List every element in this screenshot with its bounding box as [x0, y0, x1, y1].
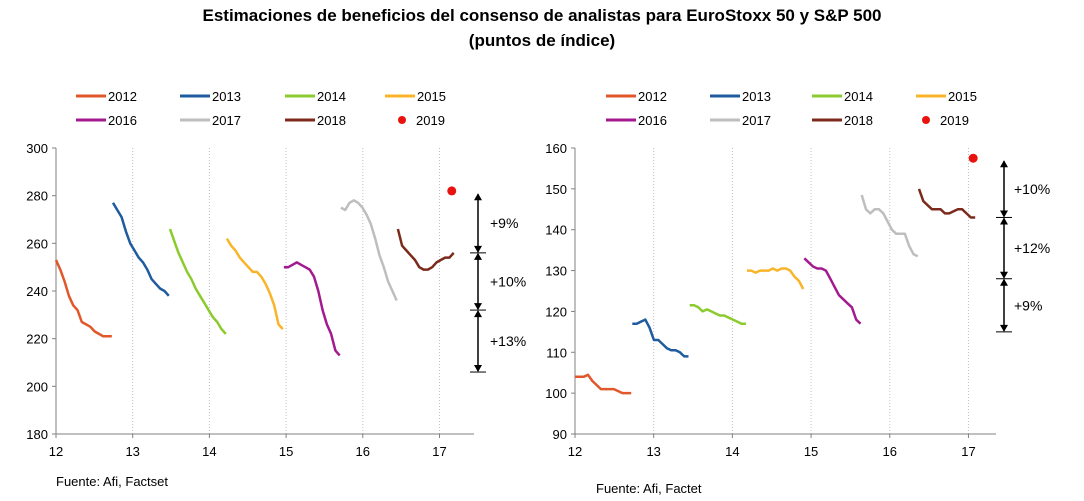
chart1-point-2019	[447, 186, 457, 196]
chart1-y-tick-label-280: 280	[26, 189, 48, 204]
chart2-legend-label-2012: 2012	[638, 89, 667, 104]
chart1-legend-label-2019: 2019	[416, 113, 445, 128]
chart1-legend-marker-2019	[398, 116, 406, 124]
chart2-series-line-2013	[632, 318, 689, 358]
chart1-legend-label-2015: 2015	[417, 89, 446, 104]
chart2-series-line-2012	[575, 373, 632, 395]
chart2-legend-label-2015: 2015	[948, 89, 977, 104]
chart2-x-tick-label-15: 15	[804, 444, 818, 459]
chart1-legend-label-2016: 2016	[108, 113, 137, 128]
chart1-x-tick-label-14: 14	[202, 444, 216, 459]
chart1-annotation-label-2: +13%	[490, 333, 526, 349]
chart1-y-tick-label-180: 180	[26, 427, 48, 442]
chart2-series-line-2014	[689, 304, 746, 325]
chart1-series-line-2017	[340, 199, 398, 302]
chart2-annotation-arrowhead-bottom-2	[1000, 324, 1008, 332]
chart1-legend-label-2018: 2018	[317, 113, 346, 128]
chart1-series-line-2014	[168, 228, 227, 335]
chart1-annotation-arrowhead-top-0	[474, 193, 482, 201]
chart1-annotation-arrowhead-bottom-0	[474, 245, 482, 253]
chart1-y-tick-label-200: 200	[26, 379, 48, 394]
chart1-annotation-label-1: +10%	[490, 273, 526, 289]
chart1-series-line-2018	[396, 228, 455, 271]
chart2-annotation-arrowhead-top-1	[1000, 217, 1008, 225]
chart2-legend-label-2013: 2013	[742, 89, 771, 104]
chart1-x-tick-label-12: 12	[49, 444, 63, 459]
chart1-annotation-arrowhead-bottom-2	[474, 365, 482, 373]
chart1-y-tick-label-240: 240	[26, 284, 48, 299]
chart-subtitle: (puntos de índice)	[468, 31, 616, 50]
chart2-series-line-2015	[747, 267, 805, 290]
chart1-legend-label-2012: 2012	[108, 89, 137, 104]
chart1-y-tick-label-300: 300	[26, 141, 48, 156]
chart2-annotation-arrowhead-top-2	[1000, 278, 1008, 286]
chart1-series-line-2013	[111, 202, 170, 297]
chart1-series-line-2016	[283, 261, 341, 357]
chart2-y-tick-label-110: 110	[546, 345, 567, 360]
chart2-series-line-2017	[860, 194, 919, 258]
chart2-annotation-arrowhead-bottom-1	[1000, 271, 1008, 279]
chart2-annotation-arrowhead-bottom-0	[1000, 210, 1008, 218]
chart2-x-tick-label-17: 17	[961, 444, 975, 459]
chart2-y-tick-label-150: 150	[545, 182, 567, 197]
chart1-annotation-arrowhead-top-2	[474, 310, 482, 318]
chart2-legend-marker-2019	[922, 116, 930, 124]
chart2-y-tick-label-100: 100	[545, 386, 567, 401]
chart1-x-tick-label-16: 16	[356, 444, 370, 459]
chart2-y-tick-label-120: 120	[545, 304, 567, 319]
source-note-right: Fuente: Afi, Factet	[596, 481, 702, 496]
chart2-x-tick-label-13: 13	[646, 444, 660, 459]
chart1-x-tick-label-13: 13	[125, 444, 139, 459]
chart1-y-tick-label-220: 220	[26, 332, 48, 347]
chart2-y-tick-label-130: 130	[545, 264, 567, 279]
chart2-x-tick-label-14: 14	[725, 444, 739, 459]
chart2-annotation-label-2: +9%	[1014, 297, 1042, 313]
chart2-x-tick-label-12: 12	[568, 444, 582, 459]
chart1-annotation-arrowhead-top-1	[474, 252, 482, 260]
chart2-series-line-2016	[803, 257, 862, 325]
source-note-left: Fuente: Afi, Factset	[56, 474, 168, 489]
chart1-legend-label-2013: 2013	[212, 89, 241, 104]
chart2-y-tick-label-90: 90	[553, 427, 567, 442]
chart-title: Estimaciones de beneficios del consenso …	[202, 6, 882, 25]
chart2-series-line-2018	[917, 188, 976, 219]
chart2-legend-label-2014: 2014	[844, 89, 873, 104]
chart1-legend-label-2017: 2017	[212, 113, 241, 128]
chart1-series-line-2012	[54, 259, 112, 338]
chart1-annotation-label-0: +9%	[490, 215, 518, 231]
chart2-y-tick-label-140: 140	[545, 223, 567, 238]
chart2-legend-label-2018: 2018	[844, 113, 873, 128]
chart2-legend-label-2016: 2016	[638, 113, 667, 128]
chart1-legend-label-2014: 2014	[317, 89, 346, 104]
chart2-annotation-arrowhead-top-0	[1000, 160, 1008, 168]
chart1-x-tick-label-17: 17	[432, 444, 446, 459]
chart2-legend-label-2017: 2017	[742, 113, 771, 128]
chart2-annotation-label-1: +12%	[1014, 240, 1050, 256]
chart1-y-tick-label-260: 260	[26, 236, 48, 251]
chart2-legend-label-2019: 2019	[940, 113, 969, 128]
chart1-x-tick-label-15: 15	[279, 444, 293, 459]
chart2-annotation-label-0: +10%	[1014, 181, 1050, 197]
chart1-annotation-arrowhead-bottom-1	[474, 303, 482, 311]
chart1-series-line-2015	[225, 237, 284, 330]
chart2-x-tick-label-16: 16	[883, 444, 897, 459]
chart2-point-2019	[968, 153, 978, 163]
chart2-y-tick-label-160: 160	[545, 141, 567, 156]
